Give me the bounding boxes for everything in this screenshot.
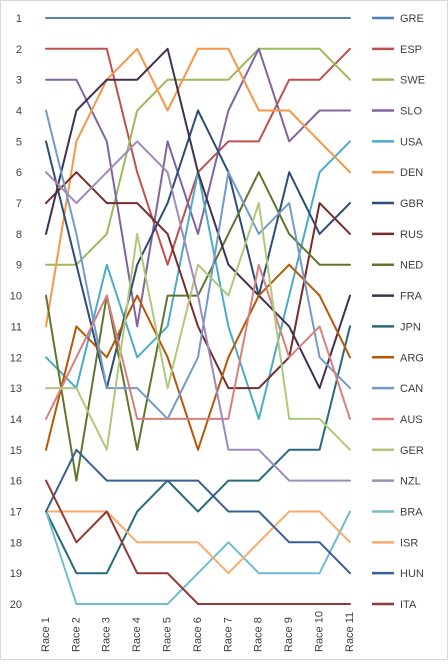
- series-line-can: [45, 109, 351, 420]
- series-line-rus: [45, 171, 351, 390]
- series-line-aus: [45, 263, 351, 420]
- legend-item-isr: ISR: [372, 537, 418, 549]
- series-line-den: [45, 47, 351, 328]
- x-tick-label: Race 2: [70, 617, 82, 652]
- legend-item-den: DEN: [372, 167, 423, 179]
- legend-item-gbr: GBR: [372, 198, 424, 210]
- legend-item-arg: ARG: [372, 352, 424, 364]
- y-tick-label: 12: [10, 352, 22, 364]
- legend-label: USA: [400, 136, 423, 148]
- y-tick-label: 6: [16, 167, 22, 179]
- legend-item-rus: RUS: [372, 229, 423, 241]
- x-tick-label: Race 5: [162, 617, 174, 652]
- y-tick-label: 2: [16, 44, 22, 56]
- legend-label: ESP: [400, 44, 422, 56]
- y-tick-label: 5: [16, 136, 22, 148]
- series-line-bra: [45, 510, 351, 605]
- y-tick-label: 11: [11, 321, 22, 333]
- series-line-swe: [45, 47, 351, 266]
- y-tick-label: 17: [10, 506, 22, 518]
- legend-label: ITA: [400, 599, 417, 611]
- legend-item-usa: USA: [372, 136, 423, 148]
- legend-item-can: CAN: [372, 383, 423, 395]
- series-line-jpn: [45, 325, 351, 575]
- legend-label: GBR: [400, 198, 424, 210]
- y-tick-label: 14: [10, 414, 22, 426]
- legend: GRE ESP SWE SLO USA DEN GBR RUS NED FRA JPN ARG CAN A…: [372, 13, 425, 611]
- legend-label: GER: [400, 445, 424, 457]
- legend-item-aus: AUS: [372, 414, 423, 426]
- legend-label: NED: [400, 260, 423, 272]
- legend-label: RUS: [400, 229, 423, 241]
- series-line-ger: [45, 202, 351, 451]
- legend-item-ger: GER: [372, 445, 424, 457]
- x-tick-label: Race 4: [131, 617, 143, 652]
- legend-label: NZL: [400, 476, 421, 488]
- y-tick-label: 13: [10, 383, 22, 395]
- legend-item-gre: GRE: [372, 13, 424, 25]
- y-tick-label: 18: [10, 537, 22, 549]
- y-tick-label: 15: [10, 445, 22, 457]
- legend-item-fra: FRA: [372, 291, 423, 303]
- x-tick-label: Race 9: [283, 617, 295, 652]
- x-tick-label: Race 7: [222, 617, 234, 652]
- y-tick-label: 1: [16, 13, 22, 25]
- legend-item-swe: SWE: [372, 75, 425, 87]
- legend-item-slo: SLO: [372, 106, 422, 118]
- legend-label: DEN: [400, 167, 423, 179]
- x-tick-label: Race 11: [344, 612, 356, 652]
- legend-item-bra: BRA: [372, 506, 423, 518]
- x-axis-ticks: Race 1 Race 2 Race 3 Race 4 Race 5 Race 6 Race…: [40, 611, 356, 652]
- y-tick-label: 8: [16, 229, 22, 241]
- series-line-hun: [45, 448, 351, 575]
- legend-label: BRA: [400, 506, 423, 518]
- x-tick-label: Race 3: [101, 617, 113, 652]
- legend-label: SLO: [400, 106, 422, 118]
- y-tick-label: 19: [10, 568, 22, 580]
- series-lines: [45, 17, 351, 605]
- series-line-slo: [45, 47, 351, 328]
- y-tick-label: 10: [10, 291, 22, 303]
- legend-label: AUS: [400, 414, 423, 426]
- y-tick-label: 7: [16, 198, 22, 210]
- series-line-isr: [45, 510, 351, 575]
- legend-item-nzl: NZL: [372, 476, 421, 488]
- legend-label: FRA: [400, 291, 423, 303]
- legend-label: GRE: [400, 13, 424, 25]
- legend-label: SWE: [400, 75, 425, 87]
- x-tick-label: Race 1: [40, 617, 52, 652]
- legend-item-hun: HUN: [372, 568, 424, 580]
- legend-item-esp: ESP: [372, 44, 422, 56]
- y-tick-label: 20: [10, 599, 22, 611]
- x-tick-label: Race 8: [253, 617, 265, 652]
- legend-item-ned: NED: [372, 260, 423, 272]
- legend-label: CAN: [400, 383, 423, 395]
- legend-label: HUN: [400, 568, 424, 580]
- legend-label: ARG: [400, 352, 424, 364]
- y-tick-label: 3: [16, 75, 22, 87]
- series-line-arg: [45, 263, 351, 451]
- x-tick-label: Race 6: [192, 617, 204, 652]
- legend-label: JPN: [400, 321, 421, 333]
- x-tick-label: Race 10: [314, 611, 326, 652]
- y-tick-label: 9: [16, 260, 22, 272]
- legend-item-jpn: JPN: [372, 321, 421, 333]
- series-line-nzl: [45, 140, 351, 482]
- series-line-ita: [45, 479, 351, 605]
- y-tick-label: 4: [16, 106, 22, 118]
- legend-label: ISR: [400, 537, 418, 549]
- legend-item-ita: ITA: [372, 599, 417, 611]
- y-tick-label: 16: [10, 476, 22, 488]
